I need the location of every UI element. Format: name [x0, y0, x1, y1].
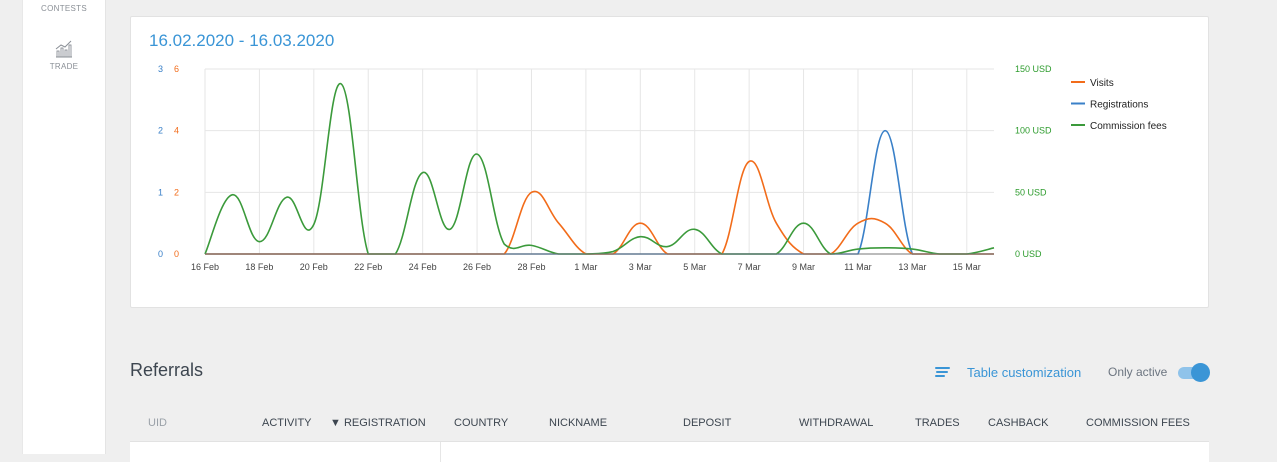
- x-tick-label: 15 Mar: [953, 262, 981, 272]
- column-header-registration[interactable]: ▼ REGISTRATION: [330, 417, 426, 429]
- legend-label: Registrations: [1090, 100, 1148, 111]
- activity-chart: 0 1 2 3 0 2 4 6 0 USD 50 USD 100 USD 150 USD 16 Feb 1…: [158, 64, 1167, 272]
- y-tick-label-commission: 100 USD: [1015, 126, 1052, 136]
- column-header-uid[interactable]: UID: [148, 417, 167, 429]
- x-tick-label: 13 Mar: [898, 262, 926, 272]
- y-tick-label-registrations: 2: [158, 126, 163, 136]
- x-tick-label: 20 Feb: [300, 262, 328, 272]
- referrals-table-header: UID ACTIVITY ▼ REGISTRATION COUNTRY NICK…: [130, 408, 1209, 440]
- x-tick-label: 5 Mar: [683, 262, 706, 272]
- column-header-trades[interactable]: TRADES: [915, 417, 960, 429]
- x-tick-label: 26 Feb: [463, 262, 491, 272]
- x-tick-label: 18 Feb: [245, 262, 273, 272]
- x-tick-label: 7 Mar: [738, 262, 761, 272]
- y-tick-label-registrations: 3: [158, 64, 163, 74]
- column-header-nickname[interactable]: NICKNAME: [549, 417, 608, 429]
- table-customization-label: Table customization: [967, 364, 1082, 380]
- x-tick-label: 1 Mar: [574, 262, 597, 272]
- x-tick-label: 22 Feb: [354, 262, 382, 272]
- table-settings-icon: [935, 366, 951, 378]
- column-header-deposit[interactable]: DEPOSIT: [683, 417, 732, 429]
- x-tick-label: 9 Mar: [792, 262, 815, 272]
- series-line-commission-fees: [204, 82, 995, 255]
- toggle-knob: [1191, 363, 1210, 382]
- column-header-cashback[interactable]: CASHBACK: [988, 417, 1049, 429]
- column-header-commission-fees[interactable]: COMMISSION FEES: [1086, 417, 1190, 429]
- sidebar-item-trade[interactable]: TRADE: [23, 40, 105, 71]
- x-tick-label: 3 Mar: [629, 262, 652, 272]
- referrals-title: Referrals: [130, 360, 204, 380]
- only-active-label: Only active: [1108, 365, 1168, 379]
- y-tick-label-visits: 4: [174, 126, 179, 136]
- sidebar: CONTESTS TRADE: [22, 0, 106, 454]
- sidebar-item-label: TRADE: [49, 62, 79, 71]
- trade-chart-icon: [55, 40, 72, 58]
- sidebar-item-label: CONTESTS: [41, 4, 87, 13]
- sidebar-item-contests[interactable]: CONTESTS: [23, 4, 105, 13]
- x-tick-label: 28 Feb: [517, 262, 545, 272]
- x-tick-label: 24 Feb: [409, 262, 437, 272]
- table-customization-button[interactable]: Table customization: [935, 364, 1081, 380]
- y-tick-label-commission: 150 USD: [1015, 64, 1052, 74]
- y-tick-label-visits: 6: [174, 64, 179, 74]
- y-tick-label-commission: 0 USD: [1015, 249, 1042, 259]
- y-tick-label-visits: 2: [174, 187, 179, 197]
- chart-date-range: 16.02.2020 - 16.03.2020: [149, 31, 335, 50]
- chart-card: 16.02.2020 - 16.03.2020 0 1 2 3 0 2 4 6 0 USD 50 …: [130, 16, 1209, 308]
- column-separator: [440, 442, 441, 462]
- y-tick-label-registrations: 0: [158, 249, 163, 259]
- column-header-activity[interactable]: ACTIVITY: [262, 417, 312, 429]
- column-header-withdrawal[interactable]: WITHDRAWAL: [799, 417, 874, 429]
- legend-label: Commission fees: [1090, 121, 1167, 132]
- x-tick-label: 11 Mar: [844, 262, 871, 272]
- y-tick-label-registrations: 1: [158, 187, 163, 197]
- referrals-table-body: [130, 441, 1209, 462]
- column-header-country[interactable]: COUNTRY: [454, 417, 509, 429]
- y-tick-label-visits: 0: [174, 249, 179, 259]
- y-tick-label-commission: 50 USD: [1015, 187, 1047, 197]
- only-active-toggle[interactable]: [1178, 363, 1210, 382]
- legend-label: Visits: [1090, 78, 1114, 89]
- x-tick-label: 16 Feb: [191, 262, 219, 272]
